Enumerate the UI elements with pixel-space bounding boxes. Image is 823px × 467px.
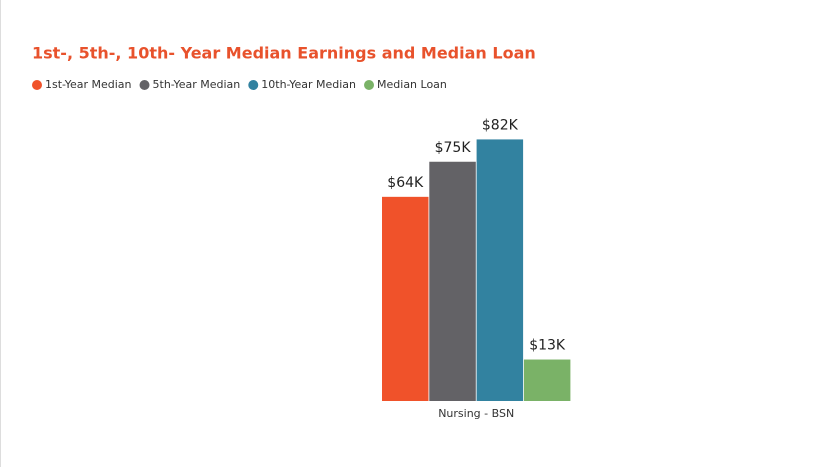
value-label: $13K <box>529 338 566 354</box>
value-label: $82K <box>482 117 519 133</box>
bar <box>476 139 524 402</box>
value-label: $64K <box>387 175 424 191</box>
legend-label: 5th-Year Median <box>153 78 241 91</box>
chart-title: 1st-, 5th-, 10th- Year Median Earnings a… <box>32 44 536 63</box>
legend-marker <box>139 80 150 90</box>
legend-marker <box>364 80 375 90</box>
bar <box>429 161 476 401</box>
value-label: $75K <box>435 140 472 156</box>
legend-label: 10th-Year Median <box>261 78 356 91</box>
legend-marker <box>32 80 42 90</box>
legend-marker <box>248 80 259 90</box>
bar <box>523 359 571 401</box>
legend-label: 1st-Year Median <box>45 78 132 91</box>
legend-label: Median Loan <box>377 78 447 91</box>
bar <box>382 196 429 401</box>
x-tick-label: Nursing - BSN <box>438 407 514 420</box>
